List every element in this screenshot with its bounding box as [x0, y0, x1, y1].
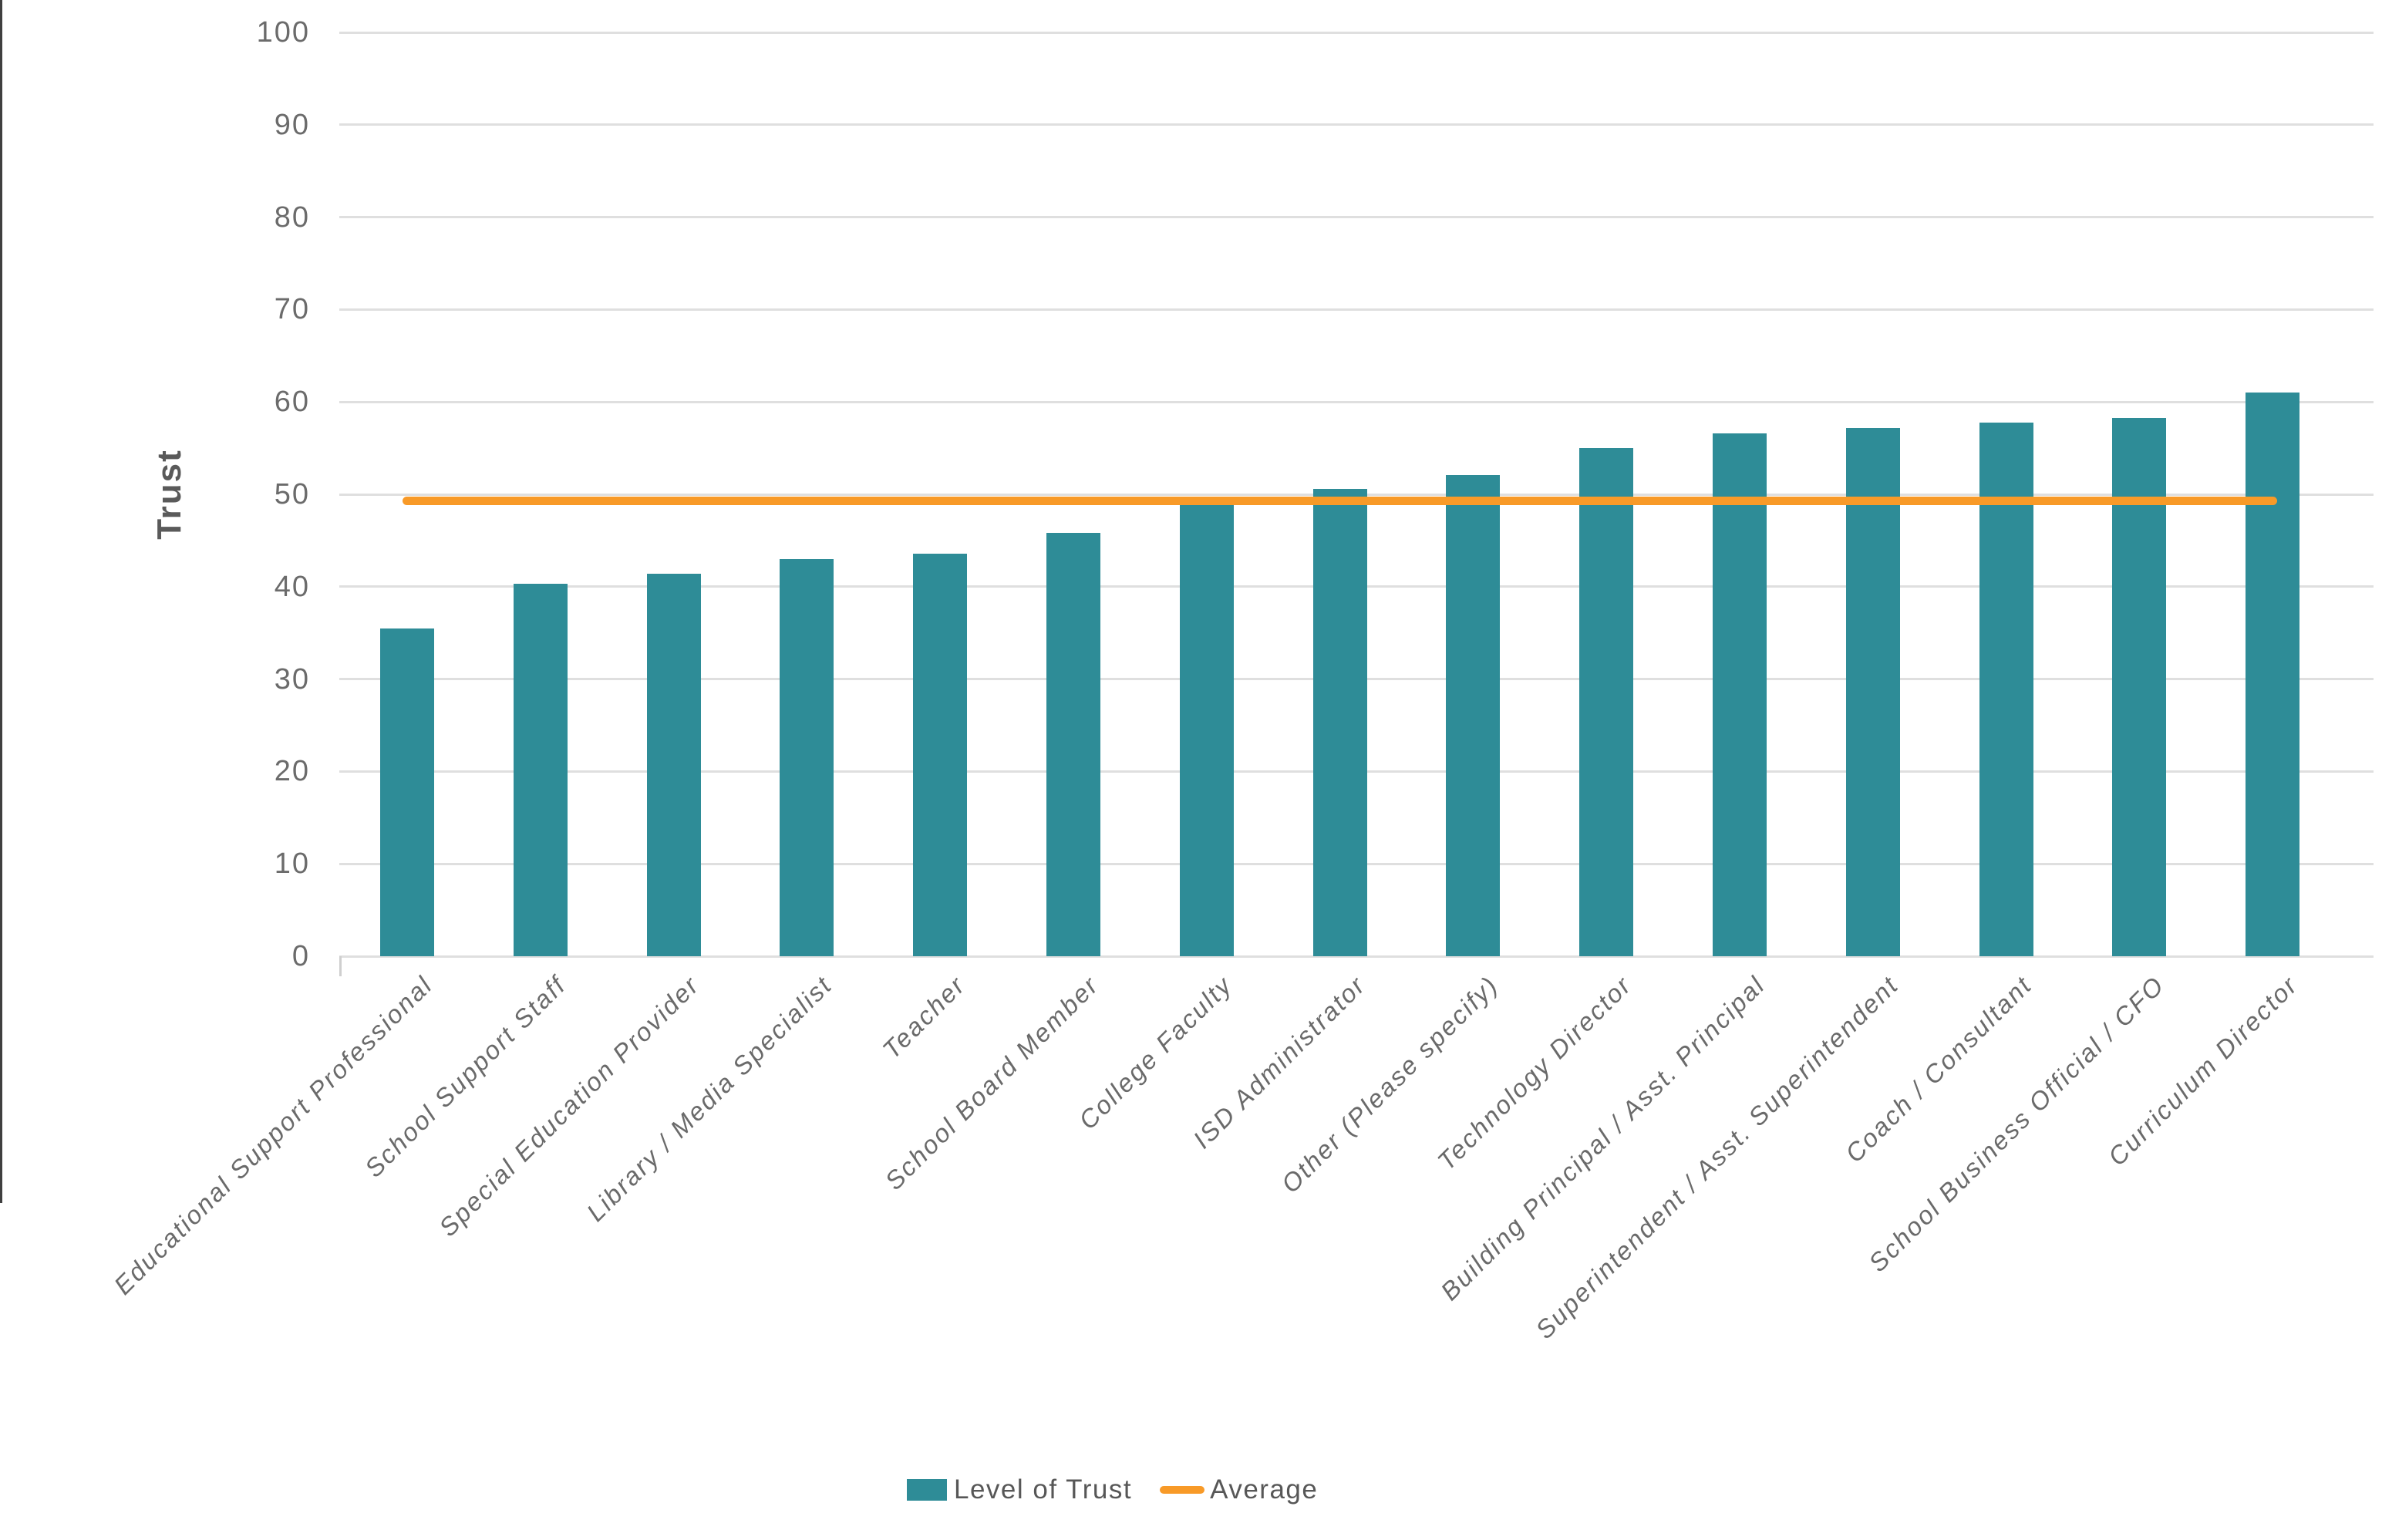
legend-average-label: Average: [1210, 1474, 1319, 1505]
legend-average-line-swatch: [1160, 1486, 1205, 1494]
bar: [780, 558, 834, 956]
x-category-label: School Business Official / CFO: [1863, 970, 2171, 1278]
x-axis-tick: [339, 956, 342, 976]
gridline: [339, 400, 2374, 403]
bar: [1446, 474, 1501, 956]
y-tick-label: 70: [274, 293, 310, 326]
bar: [1579, 448, 1634, 956]
x-category-label: Other (Please specify): [1275, 970, 1504, 1198]
bar: [380, 628, 434, 956]
legend: Level of Trust Average: [907, 1471, 1318, 1508]
x-category-label: Special Education Provider: [433, 970, 705, 1242]
gridline: [339, 308, 2374, 311]
gridline: [339, 31, 2374, 34]
y-tick-label: 90: [274, 108, 310, 141]
y-tick-label: 0: [291, 940, 310, 972]
x-category-label: Library / Media Specialist: [581, 970, 838, 1227]
bar: [2112, 417, 2167, 956]
bar: [913, 553, 968, 956]
y-tick-label: 100: [256, 16, 310, 49]
y-tick-label: 40: [274, 570, 310, 603]
y-tick-label: 60: [274, 386, 310, 419]
bar: [646, 574, 701, 956]
bar: [1979, 422, 2033, 956]
y-tick-label: 50: [274, 478, 310, 511]
y-tick-label: 30: [274, 662, 310, 696]
bar: [1046, 533, 1100, 956]
legend-bar-swatch: [907, 1479, 947, 1501]
bar: [1179, 503, 1234, 956]
bar: [1845, 427, 1900, 956]
gridline: [339, 216, 2374, 219]
gridline: [339, 955, 2374, 958]
y-tick-label: 80: [274, 201, 310, 234]
average-line: [403, 496, 2278, 505]
y-tick-label: 10: [274, 848, 310, 881]
y-tick-label: 20: [274, 755, 310, 788]
bar: [1713, 433, 1767, 956]
legend-bar-label: Level of Trust: [954, 1474, 1133, 1505]
bar: [2246, 393, 2300, 956]
bar: [1312, 488, 1367, 956]
gridline: [339, 123, 2374, 126]
bar: [513, 584, 568, 956]
x-category-label: School Board Member: [879, 970, 1105, 1195]
window-edge-artifact-line: [0, 0, 2, 1203]
x-category-label: Teacher: [877, 970, 972, 1064]
